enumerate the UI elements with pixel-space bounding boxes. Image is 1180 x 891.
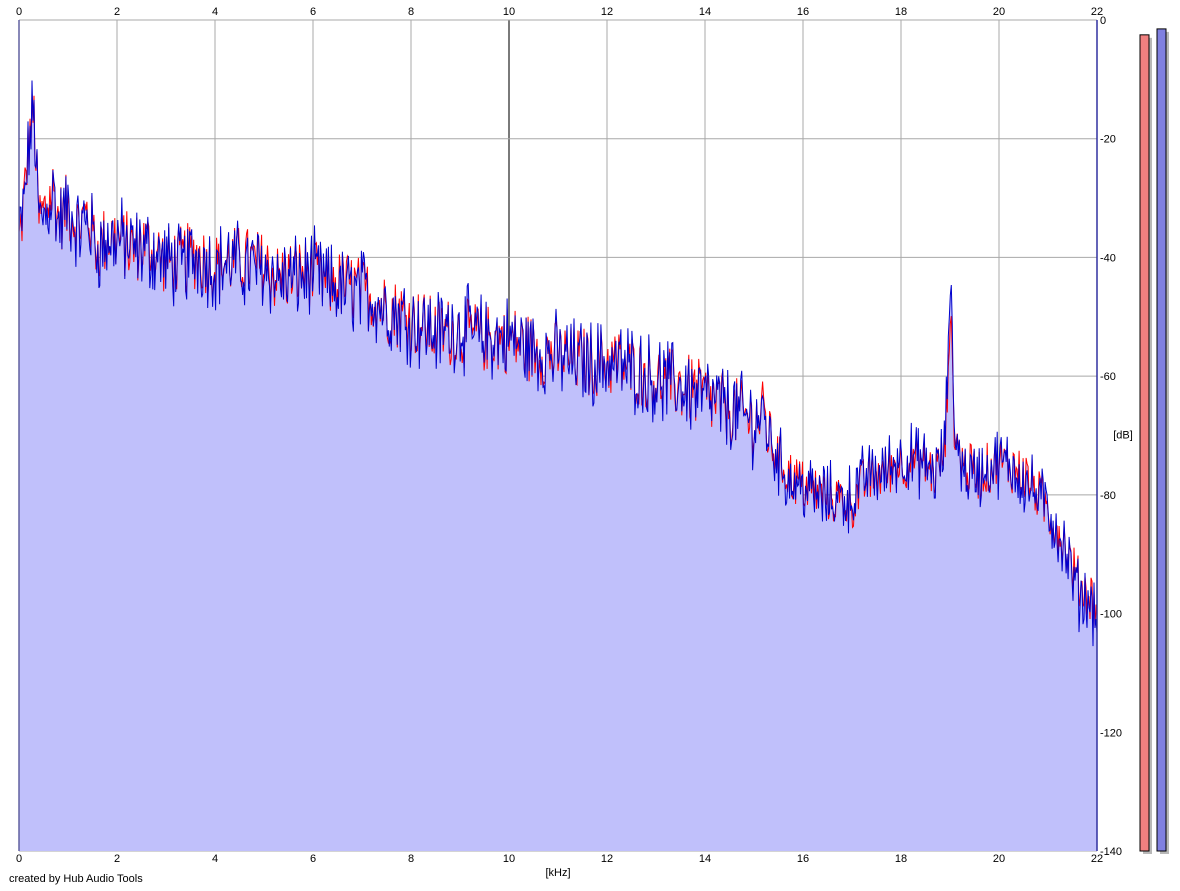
y-tick-label: -140 xyxy=(1100,846,1122,858)
x-tick-label-bottom: 10 xyxy=(503,853,515,865)
x-tick-label-bottom: 4 xyxy=(212,853,218,865)
spectrum-fill-area xyxy=(19,80,1097,851)
x-tick-label-bottom: 8 xyxy=(408,853,414,865)
x-tick-label-bottom: 20 xyxy=(993,853,1005,865)
x-axis-label: [kHz] xyxy=(545,867,570,879)
x-tick-label-bottom: 16 xyxy=(797,853,809,865)
x-tick-label-top: 22 xyxy=(1091,6,1103,18)
y-tick-label: -40 xyxy=(1100,252,1116,264)
x-tick-label-top: 8 xyxy=(408,6,414,18)
y-tick-label: 0 xyxy=(1100,15,1106,27)
x-tick-label-top: 20 xyxy=(993,6,1005,18)
y-tick-label: -20 xyxy=(1100,134,1116,146)
axis-ticks: 002244668810101212141416161818202022220-… xyxy=(16,6,1122,865)
y-tick-label: -60 xyxy=(1100,371,1116,383)
x-tick-label-bottom: 14 xyxy=(699,853,711,865)
x-tick-label-bottom: 12 xyxy=(601,853,613,865)
y-tick-label: -80 xyxy=(1100,490,1116,502)
x-tick-label-bottom: 6 xyxy=(310,853,316,865)
level-meters xyxy=(1139,28,1169,855)
credit-text: created by Hub Audio Tools xyxy=(9,873,143,885)
spectrum-line-right xyxy=(18,80,1098,647)
x-tick-label-top: 2 xyxy=(114,6,120,18)
y-axis-label: [dB] xyxy=(1113,430,1133,442)
y-tick-label: -120 xyxy=(1100,727,1122,739)
x-tick-label-bottom: 2 xyxy=(114,853,120,865)
x-tick-label-bottom: 18 xyxy=(895,853,907,865)
x-tick-label-top: 6 xyxy=(310,6,316,18)
y-tick-label: -100 xyxy=(1100,609,1122,621)
x-tick-label-top: 10 xyxy=(503,6,515,18)
x-tick-label-top: 18 xyxy=(895,6,907,18)
x-tick-label-bottom: 22 xyxy=(1091,853,1103,865)
level-meter-left xyxy=(1139,34,1150,852)
x-tick-label-top: 0 xyxy=(16,6,22,18)
x-tick-label-top: 16 xyxy=(797,6,809,18)
level-meter-right xyxy=(1156,28,1167,852)
x-tick-label-top: 14 xyxy=(699,6,711,18)
x-tick-label-top: 12 xyxy=(601,6,613,18)
x-tick-label-bottom: 0 xyxy=(16,853,22,865)
x-tick-label-top: 4 xyxy=(212,6,218,18)
